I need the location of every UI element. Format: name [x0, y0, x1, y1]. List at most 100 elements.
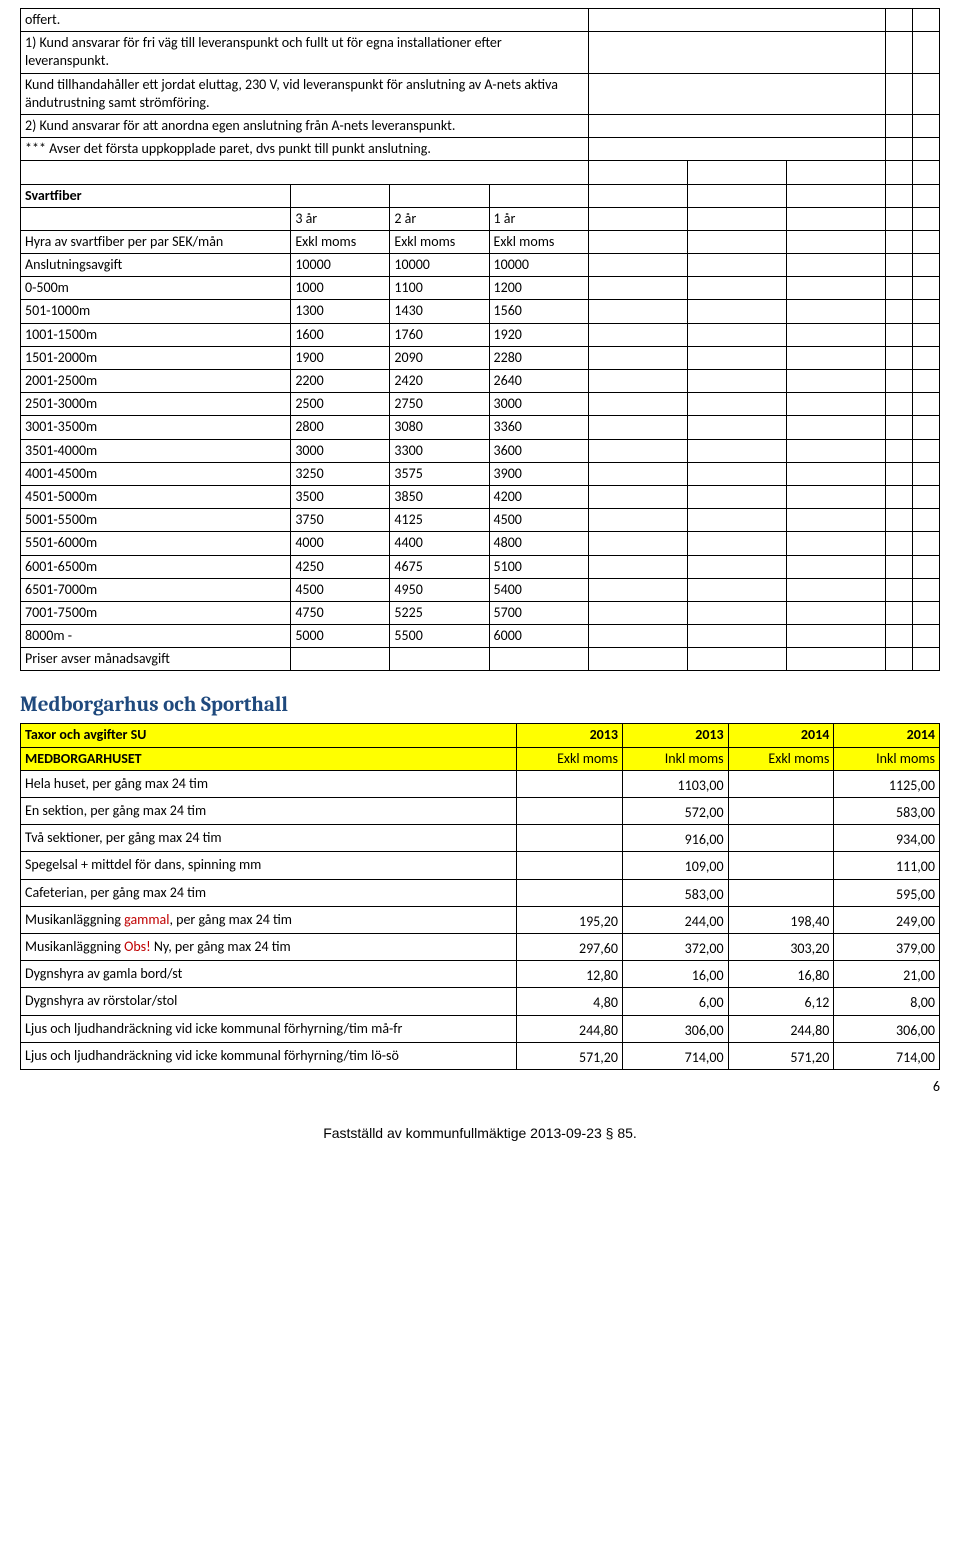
empty-cell [687, 277, 786, 300]
intro-empty-cell [588, 9, 885, 32]
price-value: 109,00 [622, 852, 728, 879]
empty-cell [588, 439, 687, 462]
empty-cell [912, 230, 939, 253]
price-value: 595,00 [834, 879, 940, 906]
intro-text-cell: offert. [21, 9, 589, 32]
empty-cell [588, 555, 687, 578]
empty-cell [687, 300, 786, 323]
year-header: 2013 [517, 724, 623, 747]
intro-table: offert.1) Kund ansvarar för fri väg till… [20, 8, 940, 185]
empty-cell [885, 277, 912, 300]
empty-cell [912, 648, 939, 671]
empty-cell [291, 184, 390, 207]
year-label: 1 år [489, 207, 588, 230]
price-value: 16,80 [728, 961, 834, 988]
empty-cell [489, 184, 588, 207]
row-value: 2800 [291, 416, 390, 439]
row-label: 6501-7000m [21, 578, 291, 601]
year-header: 2013 [622, 724, 728, 747]
row-value: 3250 [291, 462, 390, 485]
price-value [517, 798, 623, 825]
empty-cell [885, 230, 912, 253]
empty-cell [786, 184, 885, 207]
empty-cell [687, 462, 786, 485]
empty-cell [588, 462, 687, 485]
intro-text-cell: *** Avser det första uppkopplade paret, … [21, 138, 589, 161]
row-value: 6000 [489, 625, 588, 648]
price-value: 714,00 [622, 1042, 728, 1069]
row-value: 1000 [291, 277, 390, 300]
price-value: 934,00 [834, 825, 940, 852]
section-heading-sporthall: Medborgarhus och Sporthall [20, 693, 940, 717]
row-value: 3575 [390, 462, 489, 485]
empty-cell [912, 601, 939, 624]
moms-header: Inkl moms [834, 747, 940, 770]
row-label: 2001-2500m [21, 370, 291, 393]
empty-cell [687, 625, 786, 648]
price-row-label: Dygnshyra av gamla bord/st [21, 961, 517, 988]
empty-cell [912, 462, 939, 485]
moms-header: Exkl moms [517, 747, 623, 770]
svartfiber-title: Svartfiber [21, 184, 291, 207]
row-value: 3360 [489, 416, 588, 439]
intro-empty-cell [885, 114, 912, 137]
intro-empty-cell [912, 9, 939, 32]
price-value: 195,20 [517, 906, 623, 933]
empty-cell [786, 300, 885, 323]
row-label: 0-500m [21, 277, 291, 300]
price-value: 6,12 [728, 988, 834, 1015]
empty-cell [885, 323, 912, 346]
price-value [728, 879, 834, 906]
price-row-label: Musikanläggning Obs! Ny, per gång max 24… [21, 933, 517, 960]
price-row-label: Cafeterian, per gång max 24 tim [21, 879, 517, 906]
price-value: 198,40 [728, 906, 834, 933]
sporthall-table: Taxor och avgifter SU2013201320142014MED… [20, 723, 940, 1069]
row-value: 4250 [291, 555, 390, 578]
moms-header: Inkl moms [622, 747, 728, 770]
intro-empty-cell [912, 138, 939, 161]
price-value: 583,00 [622, 879, 728, 906]
empty-cell [786, 485, 885, 508]
price-value: 8,00 [834, 988, 940, 1015]
row-value: 1760 [390, 323, 489, 346]
row-value: 4400 [390, 532, 489, 555]
row-value: 3750 [291, 509, 390, 532]
empty-cell [786, 230, 885, 253]
price-value: 4,80 [517, 988, 623, 1015]
row-value: 5225 [390, 601, 489, 624]
empty-cell [786, 277, 885, 300]
row-value: 10000 [291, 254, 390, 277]
price-value: 111,00 [834, 852, 940, 879]
empty-cell [687, 648, 786, 671]
empty-cell [588, 254, 687, 277]
row-value: 5700 [489, 601, 588, 624]
price-value: 306,00 [834, 1015, 940, 1042]
intro-text-cell: Kund tillhandahåller ett jordat eluttag,… [21, 73, 589, 114]
empty-cell [885, 509, 912, 532]
intro-empty-cell [885, 9, 912, 32]
empty-cell [885, 439, 912, 462]
price-value [517, 852, 623, 879]
intro-empty-cell [885, 138, 912, 161]
row-value: 2200 [291, 370, 390, 393]
year-label: 2 år [390, 207, 489, 230]
row-label: 2501-3000m [21, 393, 291, 416]
moms-header: Exkl moms [728, 747, 834, 770]
row-value: 4200 [489, 485, 588, 508]
intro-empty-cell [885, 32, 912, 73]
row-value: 4675 [390, 555, 489, 578]
price-value: 1125,00 [834, 770, 940, 797]
empty-cell [912, 254, 939, 277]
empty-cell [885, 207, 912, 230]
empty-cell [687, 439, 786, 462]
intro-empty-cell [588, 138, 885, 161]
subhead-cell: Hyra av svartfiber per par SEK/mån [21, 230, 291, 253]
row-value: 10000 [489, 254, 588, 277]
row-value: 2640 [489, 370, 588, 393]
price-value: 244,80 [728, 1015, 834, 1042]
empty-cell [786, 323, 885, 346]
empty-cell [687, 184, 786, 207]
empty-cell [885, 532, 912, 555]
empty-cell [912, 277, 939, 300]
price-value: 571,20 [728, 1042, 834, 1069]
